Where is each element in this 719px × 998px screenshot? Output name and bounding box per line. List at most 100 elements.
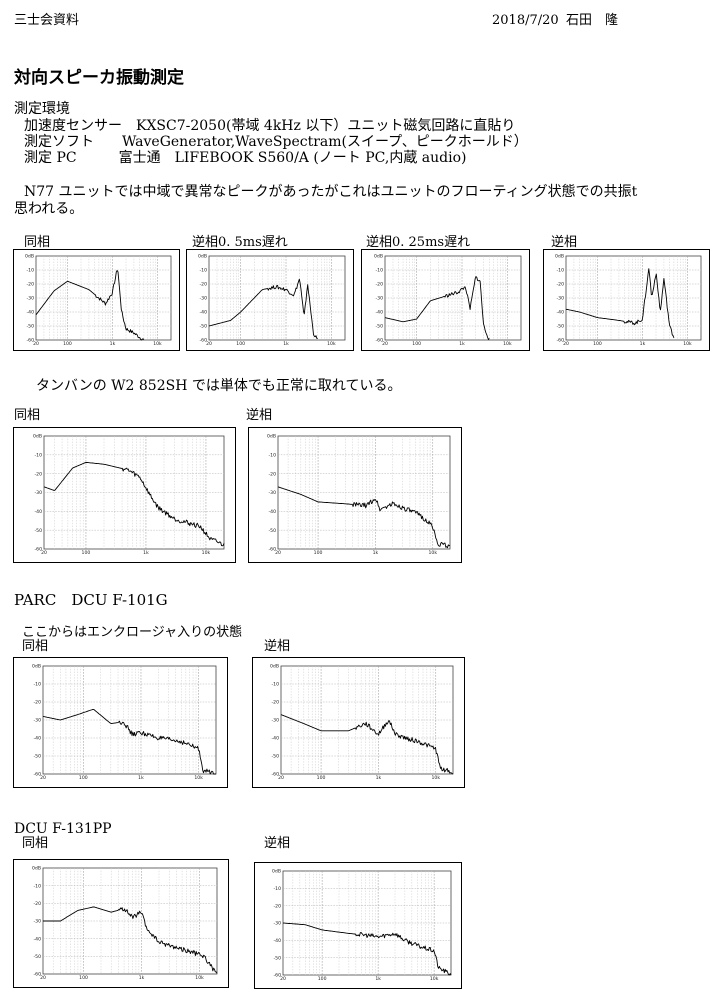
y-tick-label: -20 [33,700,41,706]
dcu131-label-in-phase: 同相 [22,836,49,851]
y-tick-label: -40 [556,310,564,316]
x-tick-label: 1k [110,341,116,347]
y-tick-label: -10 [33,883,41,889]
response-curve [384,276,490,341]
y-tick-label: -40 [34,509,42,515]
y-tick-label: -60 [556,338,564,344]
y-tick-label: 0dB [33,434,42,440]
y-tick-label: 0dB [270,664,279,670]
env-line-sensor: 加速度センサー KXSC7-2050(帯域 4kHz 以下）ユニット磁気回路に直… [24,118,516,134]
x-tick-label: 100 [317,775,326,781]
w2-label-reverse: 逆相 [246,408,273,423]
x-tick-label: 1k [143,550,149,556]
y-tick-label: -40 [33,936,41,942]
x-tick-label: 1k [376,775,382,781]
y-tick-label: -30 [271,718,279,724]
y-tick-label: -50 [33,754,41,760]
response-curve [35,270,145,341]
x-tick-label: 10k [683,341,692,347]
x-tick-label: 1k [138,775,144,781]
y-tick-label: -10 [271,682,279,688]
y-tick-label: -50 [556,324,564,330]
x-tick-label: 1k [375,976,381,982]
n77-label-in-phase: 同相 [24,235,51,250]
y-tick-label: -30 [26,296,34,302]
header-author: 石田 隆 [566,13,619,28]
y-tick-label: -40 [375,310,383,316]
x-tick-label: 100 [82,550,91,556]
n77-reverse-chart: 0dB -10 -20 -30 -40 -50 -60 20 100 1k 10k [543,249,710,351]
n77-note-line1: N77 ユニットでは中域で異常なピークがあったがこれはユニットのフローティング状… [24,184,638,200]
y-tick-label: -60 [375,338,383,344]
n77-label-reverse: 逆相 [551,235,578,250]
x-tick-label: 10k [327,341,336,347]
y-tick-label: -60 [33,772,41,778]
w2-reverse-chart: 0dB -10 -20 -30 -40 -50 -60 20 100 1k 10k [248,427,462,563]
dcu131-label-reverse: 逆相 [264,836,291,851]
x-tick-label: 20 [41,550,47,556]
y-tick-label: -10 [556,268,564,274]
x-tick-label: 20 [280,976,286,982]
parc101-label-reverse: 逆相 [264,639,291,654]
x-tick-label: 1k [640,341,646,347]
x-tick-label: 10k [153,341,162,347]
env-heading: 測定環境 [14,101,70,117]
y-tick-label: -60 [33,972,41,978]
env-line-software: 測定ソフト WaveGenerator,WaveSpectram(スイープ、ピー… [24,134,528,150]
n77-label-reverse-0.5ms: 逆相0. 5ms遅れ [192,235,288,250]
x-tick-label: 10k [503,341,512,347]
y-tick-label: -30 [33,718,41,724]
x-tick-label: 100 [314,550,323,556]
n77-reverse-0.25ms-chart: 0dB -10 -20 -30 -40 -50 -60 20 100 1k 10k [361,249,530,351]
x-tick-label: 20 [275,550,281,556]
x-tick-label: 20 [563,341,569,347]
x-tick-label: 100 [412,341,421,347]
y-tick-label: 0dB [198,254,207,260]
y-tick-label: -20 [556,282,564,288]
parc101-note: ここからはエンクロージャ入りの状態 [22,625,243,640]
x-tick-label: 1k [459,341,465,347]
n77-label-reverse-0.25ms: 逆相0. 25ms遅れ [366,235,471,250]
x-tick-label: 10k [431,775,440,781]
page-title: 対向スピーカ振動測定 [14,68,184,88]
y-tick-label: -60 [273,973,281,979]
x-tick-label: 20 [33,341,39,347]
y-tick-label: -50 [34,528,42,534]
n77-note-line2: 思われる。 [14,201,84,217]
y-tick-label: -30 [199,296,207,302]
x-tick-label: 20 [40,775,46,781]
y-tick-label: -50 [271,754,279,760]
w2-note: タンバンの W2 852SH では単体でも正常に取れている。 [36,378,402,394]
dcu131-reverse-chart: 0dB -10 -20 -30 -40 -50 -60 20 100 1k 10k [254,862,462,989]
x-tick-label: 1k [373,550,379,556]
y-tick-label: -20 [268,471,276,477]
response-curve [565,268,675,338]
y-tick-label: -30 [375,296,383,302]
y-tick-label: -30 [33,919,41,925]
y-tick-label: -40 [26,310,34,316]
x-tick-label: 1k [139,975,145,981]
y-tick-label: -20 [375,282,383,288]
x-tick-label: 10k [195,975,204,981]
y-tick-label: -60 [268,547,276,553]
response-curve [42,708,216,775]
dcu131-heading: DCU F-131PP [14,821,112,837]
response-curve [280,714,454,775]
y-tick-label: -10 [34,452,42,458]
x-tick-label: 100 [318,976,327,982]
x-tick-label: 20 [278,775,284,781]
y-tick-label: -60 [199,338,207,344]
y-tick-label: 0dB [25,254,34,260]
dcu131-in-phase-chart: 0dB -10 -20 -30 -40 -50 -60 20 100 1k 10k [13,859,229,988]
y-tick-label: 0dB [32,664,41,670]
y-tick-label: -50 [375,324,383,330]
y-tick-label: 0dB [374,254,383,260]
x-tick-label: 100 [236,341,245,347]
y-tick-label: -10 [268,452,276,458]
